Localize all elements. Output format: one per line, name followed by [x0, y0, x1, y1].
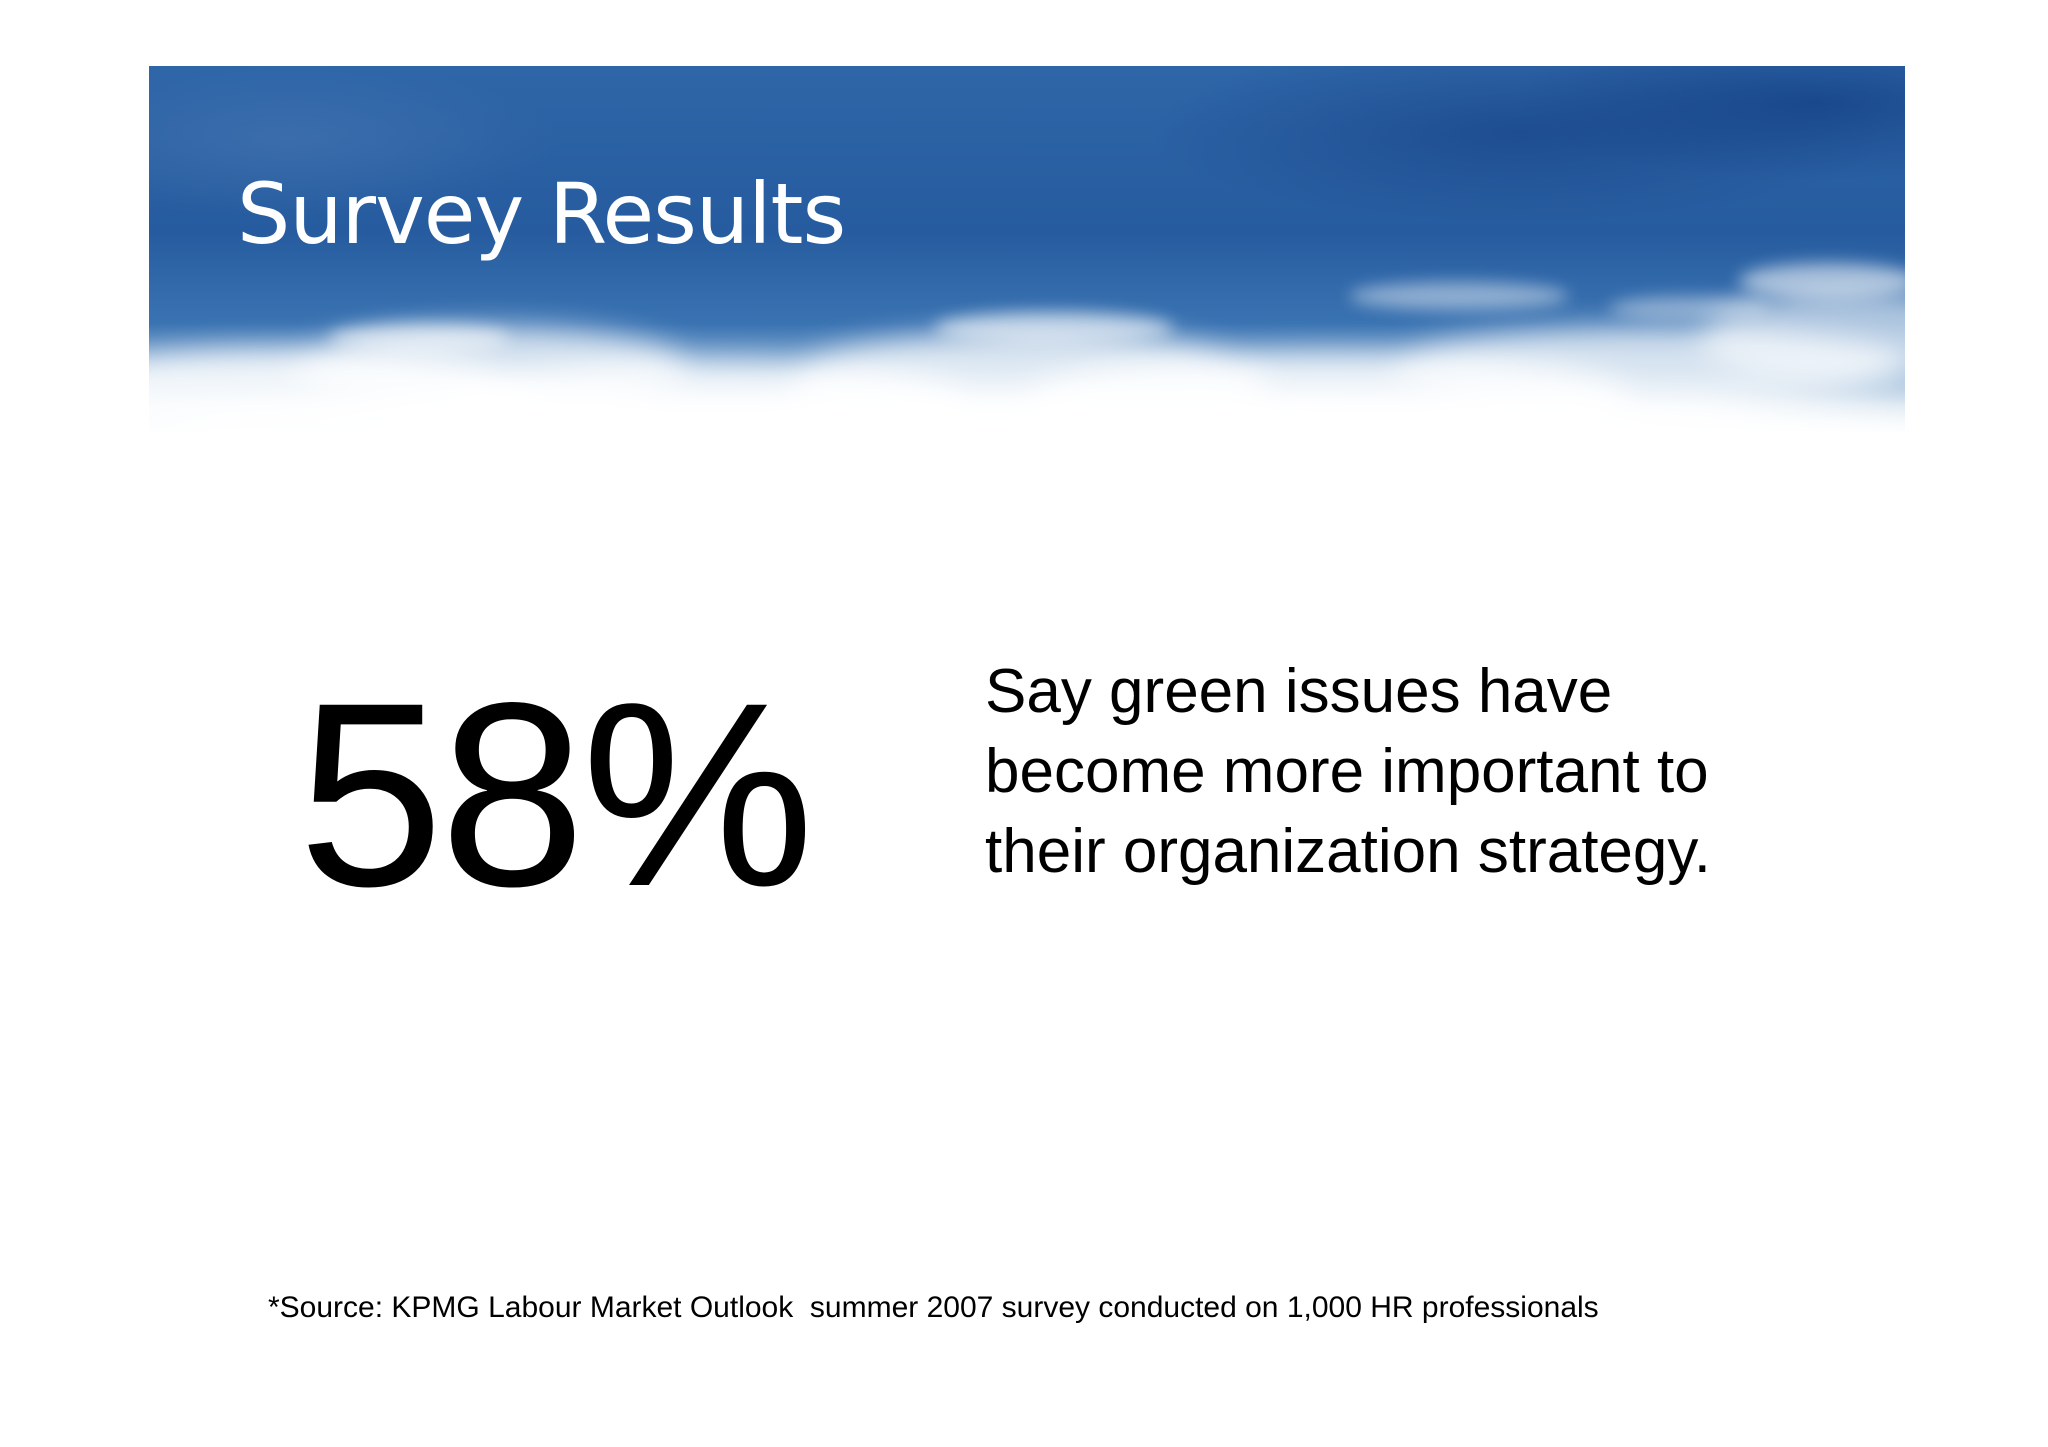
statistic-value: 58% — [298, 648, 814, 941]
statistic-description: Say green issues have become more import… — [985, 657, 1712, 886]
source-footnote: *Source: KPMG Labour Market Outlook summ… — [268, 1291, 1599, 1324]
slide-title: Survey Results — [237, 165, 846, 263]
cloud-image — [149, 263, 1905, 434]
sky-banner — [149, 66, 1905, 434]
